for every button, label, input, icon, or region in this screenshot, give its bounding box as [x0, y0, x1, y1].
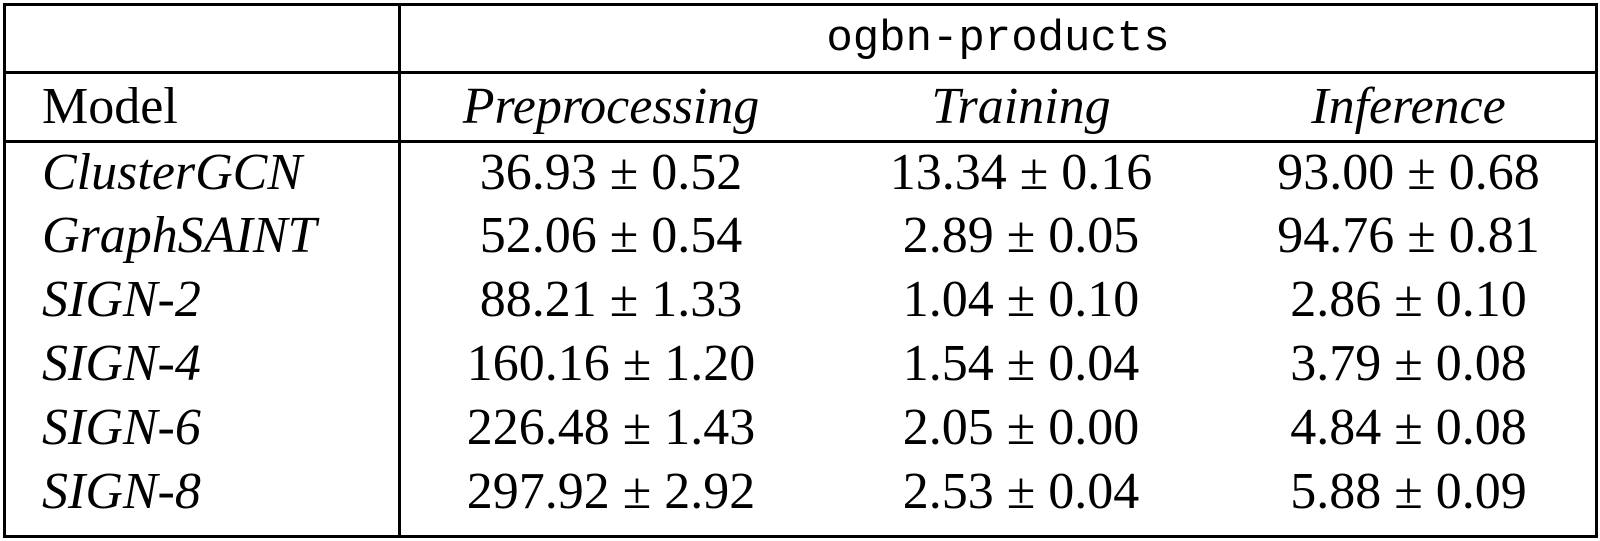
inference-cell: 5.88 ± 0.09 — [1290, 463, 1527, 520]
model-name-cell: SIGN-4 — [42, 335, 201, 392]
column-header-preprocessing: Preprocessing — [462, 78, 760, 135]
inference-cell: 2.86 ± 0.10 — [1290, 271, 1527, 328]
header-rule-bottom — [6, 140, 1595, 143]
model-name-cell: ClusterGCN — [42, 144, 303, 201]
preprocessing-cell: 52.06 ± 0.54 — [479, 207, 743, 264]
inference-cell: 93.00 ± 0.68 — [1277, 144, 1540, 201]
preprocessing-cell: 160.16 ± 1.20 — [466, 335, 756, 392]
dataset-group-header: ogbn-products — [826, 14, 1170, 64]
column-header-inference: Inference — [1311, 78, 1506, 135]
preprocessing-cell: 226.48 ± 1.43 — [466, 399, 756, 456]
model-name-cell: SIGN-6 — [42, 399, 201, 456]
timing-table: ogbn-products Model Preprocessing Traini… — [3, 3, 1598, 538]
preprocessing-cell: 297.92 ± 2.92 — [466, 463, 756, 520]
model-name-cell: SIGN-2 — [42, 271, 201, 328]
model-name-cell: SIGN-8 — [42, 463, 201, 520]
header-rule-top — [6, 71, 1595, 74]
column-header-training: Training — [931, 78, 1111, 135]
preprocessing-cell: 88.21 ± 1.33 — [479, 271, 743, 328]
training-cell: 1.54 ± 0.04 — [902, 335, 1140, 392]
inference-cell: 94.76 ± 0.81 — [1277, 207, 1540, 264]
inference-cell: 4.84 ± 0.08 — [1290, 399, 1527, 456]
training-cell: 2.05 ± 0.00 — [902, 399, 1140, 456]
column-header-model: Model — [42, 78, 178, 135]
training-cell: 2.89 ± 0.05 — [902, 207, 1140, 264]
training-cell: 2.53 ± 0.04 — [902, 463, 1140, 520]
training-cell: 13.34 ± 0.16 — [889, 144, 1153, 201]
inference-cell: 3.79 ± 0.08 — [1290, 335, 1527, 392]
preprocessing-cell: 36.93 ± 0.52 — [479, 144, 743, 201]
model-name-cell: GraphSAINT — [42, 207, 317, 264]
training-cell: 1.04 ± 0.10 — [902, 271, 1140, 328]
column-divider — [398, 6, 401, 535]
